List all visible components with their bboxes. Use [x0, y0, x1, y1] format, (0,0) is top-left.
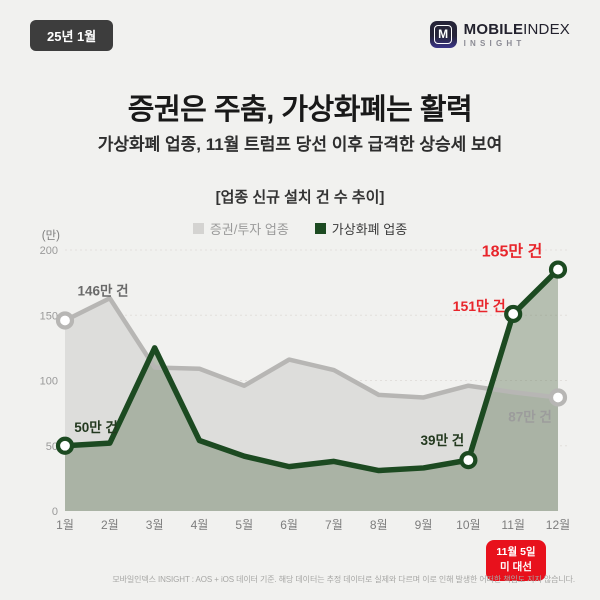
page-subtitle: 가상화폐 업종, 11월 트럼프 당선 이후 급격한 상승세 보여: [97, 135, 503, 154]
event-badge-line1: 11월 5일: [496, 546, 536, 558]
x-tick-label: 11월: [501, 518, 525, 532]
y-tick-label: 150: [40, 310, 58, 322]
y-tick-label: 100: [40, 376, 58, 388]
securities-area: [65, 298, 558, 511]
chart-legend: 증권/투자 업종 가상화폐 업종: [0, 219, 600, 238]
data-label-50만건: 50만 건: [74, 419, 118, 435]
chart-title: [업종 신규 설치 건 수 추이]: [215, 189, 385, 206]
logo-brand-bold: MOBILE: [463, 20, 524, 38]
chart-area: 0 50 100 150 200 (만) 1월 2월 3월 4월 5월 6월 7월 8월 9월 10월 11월 1…: [0, 225, 600, 540]
data-label-39만건: 39만 건: [421, 432, 465, 448]
legend-label-crypto: 가상화폐 업종: [331, 222, 408, 237]
x-tick-label: 10월: [456, 518, 480, 532]
y-tick-label: 0: [52, 506, 58, 518]
footer-disclaimer: 모바일인덱스 INSIGHT : AOS + iOS 데이터 기준. 해당 데이…: [112, 575, 575, 584]
x-tick-label: 12월: [546, 518, 570, 532]
securities-marker-m1: [55, 311, 75, 330]
x-tick-label: 5월: [235, 518, 253, 532]
page-title: 증권은 주춤, 가상화폐는 활력: [127, 94, 473, 126]
logo-text: MOBILEINDEX INSIGHT: [464, 22, 570, 48]
logo-brand-light: INDEX: [523, 20, 570, 38]
crypto-area: [65, 269, 558, 511]
x-tick-label: 7월: [325, 518, 343, 532]
logo-brand: MOBILEINDEX: [464, 22, 570, 37]
y-axis-unit-label: (만): [42, 229, 60, 242]
securities-line: [62, 296, 561, 400]
x-tick-label: 3월: [146, 518, 164, 532]
y-tick-label: 50: [46, 441, 58, 453]
securities-marker-m12: [548, 388, 568, 407]
election-event-badge: 11월 5일 미 대선: [486, 540, 546, 582]
legend-item-securities: 증권/투자 업종: [192, 219, 289, 238]
x-tick-label: 2월: [101, 518, 119, 532]
y-tick-label: 200: [40, 245, 58, 257]
crypto-marker-m11: [504, 304, 523, 324]
crypto-line: [62, 266, 561, 474]
event-badge-line2: 미 대선: [500, 561, 532, 574]
legend-item-crypto: 가상화폐 업종: [314, 219, 408, 238]
logo-letter: M: [434, 25, 453, 44]
x-tick-label: 1월: [56, 518, 74, 532]
securities-swatch-icon: [192, 223, 204, 234]
x-tick-label: 4월: [191, 518, 209, 532]
crypto-marker-m12: [548, 260, 568, 279]
crypto-marker-m10: [459, 451, 478, 470]
data-label-146만건: 146만 건: [77, 282, 128, 298]
crypto-marker-m1: [55, 436, 75, 455]
data-label-185만건: 185만 건: [482, 243, 543, 261]
data-label-151만건: 151만 건: [453, 298, 506, 314]
data-label-87만건: 87만 건: [508, 408, 552, 424]
chart-canvas: 0 50 100 150 200 (만) 1월 2월 3월 4월 5월 6월 7월 8월 9월 10월 11월 1…: [40, 229, 571, 532]
mobileindex-logo: M MOBILEINDEX INSIGHT: [429, 21, 570, 48]
logo-subbrand: INSIGHT: [463, 38, 526, 48]
legend-label-securities: 증권/투자 업종: [209, 222, 289, 237]
x-tick-label: 9월: [415, 518, 433, 532]
x-tick-label: 6월: [280, 518, 298, 532]
crypto-swatch-icon: [314, 223, 326, 234]
logo-m-icon: M: [429, 21, 457, 48]
x-tick-label: 8월: [370, 518, 388, 532]
date-badge: 25년 1월: [30, 20, 114, 51]
